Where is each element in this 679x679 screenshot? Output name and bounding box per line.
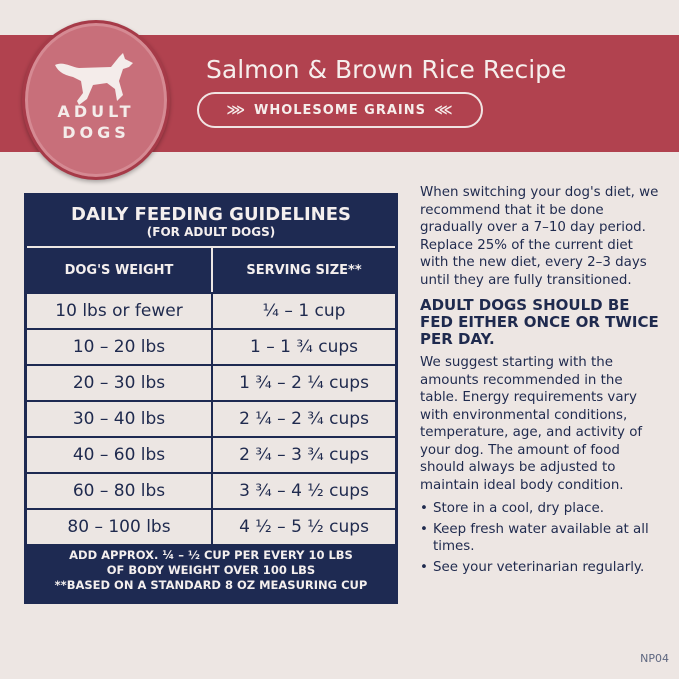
column-header: DOG'S WEIGHT — [27, 248, 213, 292]
transition-text: When switching your dog's diet, we recom… — [420, 185, 659, 288]
adult-dogs-medallion: ADULT DOGS — [22, 20, 170, 180]
serving-size-cell: 4 ½ – 5 ½ cups — [213, 510, 395, 544]
table-row: 60 – 80 lbs 3 ¾ – 4 ½ cups — [27, 472, 395, 508]
weight-cell: 60 – 80 lbs — [27, 474, 213, 508]
weight-cell: 10 – 20 lbs — [27, 330, 213, 364]
tip-item: See your veterinarian regularly. — [420, 559, 660, 577]
table-footnote: OF BODY WEIGHT OVER 100 LBS — [106, 563, 316, 577]
weight-cell: 10 lbs or fewer — [27, 294, 213, 328]
table-row: 10 lbs or fewer ¼ – 1 cup — [27, 292, 395, 328]
column-header: SERVING SIZE** — [213, 248, 395, 292]
feeding-frequency-heading: ADULT DOGS SHOULD BE FED EITHER ONCE OR … — [420, 296, 659, 348]
tip-item: Store in a cool, dry place. — [420, 500, 660, 518]
feeding-guidelines-table: DAILY FEEDING GUIDELINES (FOR ADULT DOGS… — [24, 193, 398, 604]
wheat-icon: ⋘ — [434, 102, 454, 118]
medallion-line: DOGS — [62, 123, 130, 142]
wheat-icon: ⋙ — [226, 102, 246, 118]
table-subtitle: (FOR ADULT DOGS) — [146, 225, 276, 239]
serving-size-cell: 1 ¾ – 2 ¼ cups — [213, 366, 395, 400]
serving-size-cell: 2 ¼ – 2 ¾ cups — [213, 402, 395, 436]
weight-cell: 30 – 40 lbs — [27, 402, 213, 436]
medallion-line: ADULT — [57, 102, 135, 121]
serving-size-cell: ¼ – 1 cup — [213, 294, 395, 328]
weight-cell: 40 – 60 lbs — [27, 438, 213, 472]
weight-cell: 80 – 100 lbs — [27, 510, 213, 544]
amount-text: We suggest starting with the amounts rec… — [420, 355, 643, 493]
serving-size-cell: 2 ¾ – 3 ¾ cups — [213, 438, 395, 472]
table-title: DAILY FEEDING GUIDELINES — [71, 204, 351, 225]
table-row: 40 – 60 lbs 2 ¾ – 3 ¾ cups — [27, 436, 395, 472]
product-code: NP04 — [640, 652, 669, 665]
badge-label: WHOLESOME GRAINS — [253, 102, 426, 118]
running-dog-icon — [55, 53, 133, 105]
table-footnote: **BASED ON A STANDARD 8 OZ MEASURING CUP — [54, 578, 368, 592]
serving-size-cell: 3 ¾ – 4 ½ cups — [213, 474, 395, 508]
table-row: 10 – 20 lbs 1 – 1 ¾ cups — [27, 328, 395, 364]
table-footnote: ADD APPROX. ¼ – ½ CUP PER EVERY 10 LBS — [69, 548, 353, 562]
table-row: 30 – 40 lbs 2 ¼ – 2 ¾ cups — [27, 400, 395, 436]
table-row: 80 – 100 lbs 4 ½ – 5 ½ cups — [27, 508, 395, 544]
table-header-row: DOG'S WEIGHT SERVING SIZE** — [27, 246, 395, 292]
wholesome-grains-badge: ⋙ WHOLESOME GRAINS ⋘ — [197, 92, 483, 128]
tip-item: Keep fresh water available at all times. — [420, 521, 660, 556]
table-row: 20 – 30 lbs 1 ¾ – 2 ¼ cups — [27, 364, 395, 400]
weight-cell: 20 – 30 lbs — [27, 366, 213, 400]
serving-size-cell: 1 – 1 ¾ cups — [213, 330, 395, 364]
instructions: When switching your dog's diet, we recom… — [420, 184, 660, 579]
recipe-title: Salmon & Brown Rice Recipe — [206, 55, 567, 84]
